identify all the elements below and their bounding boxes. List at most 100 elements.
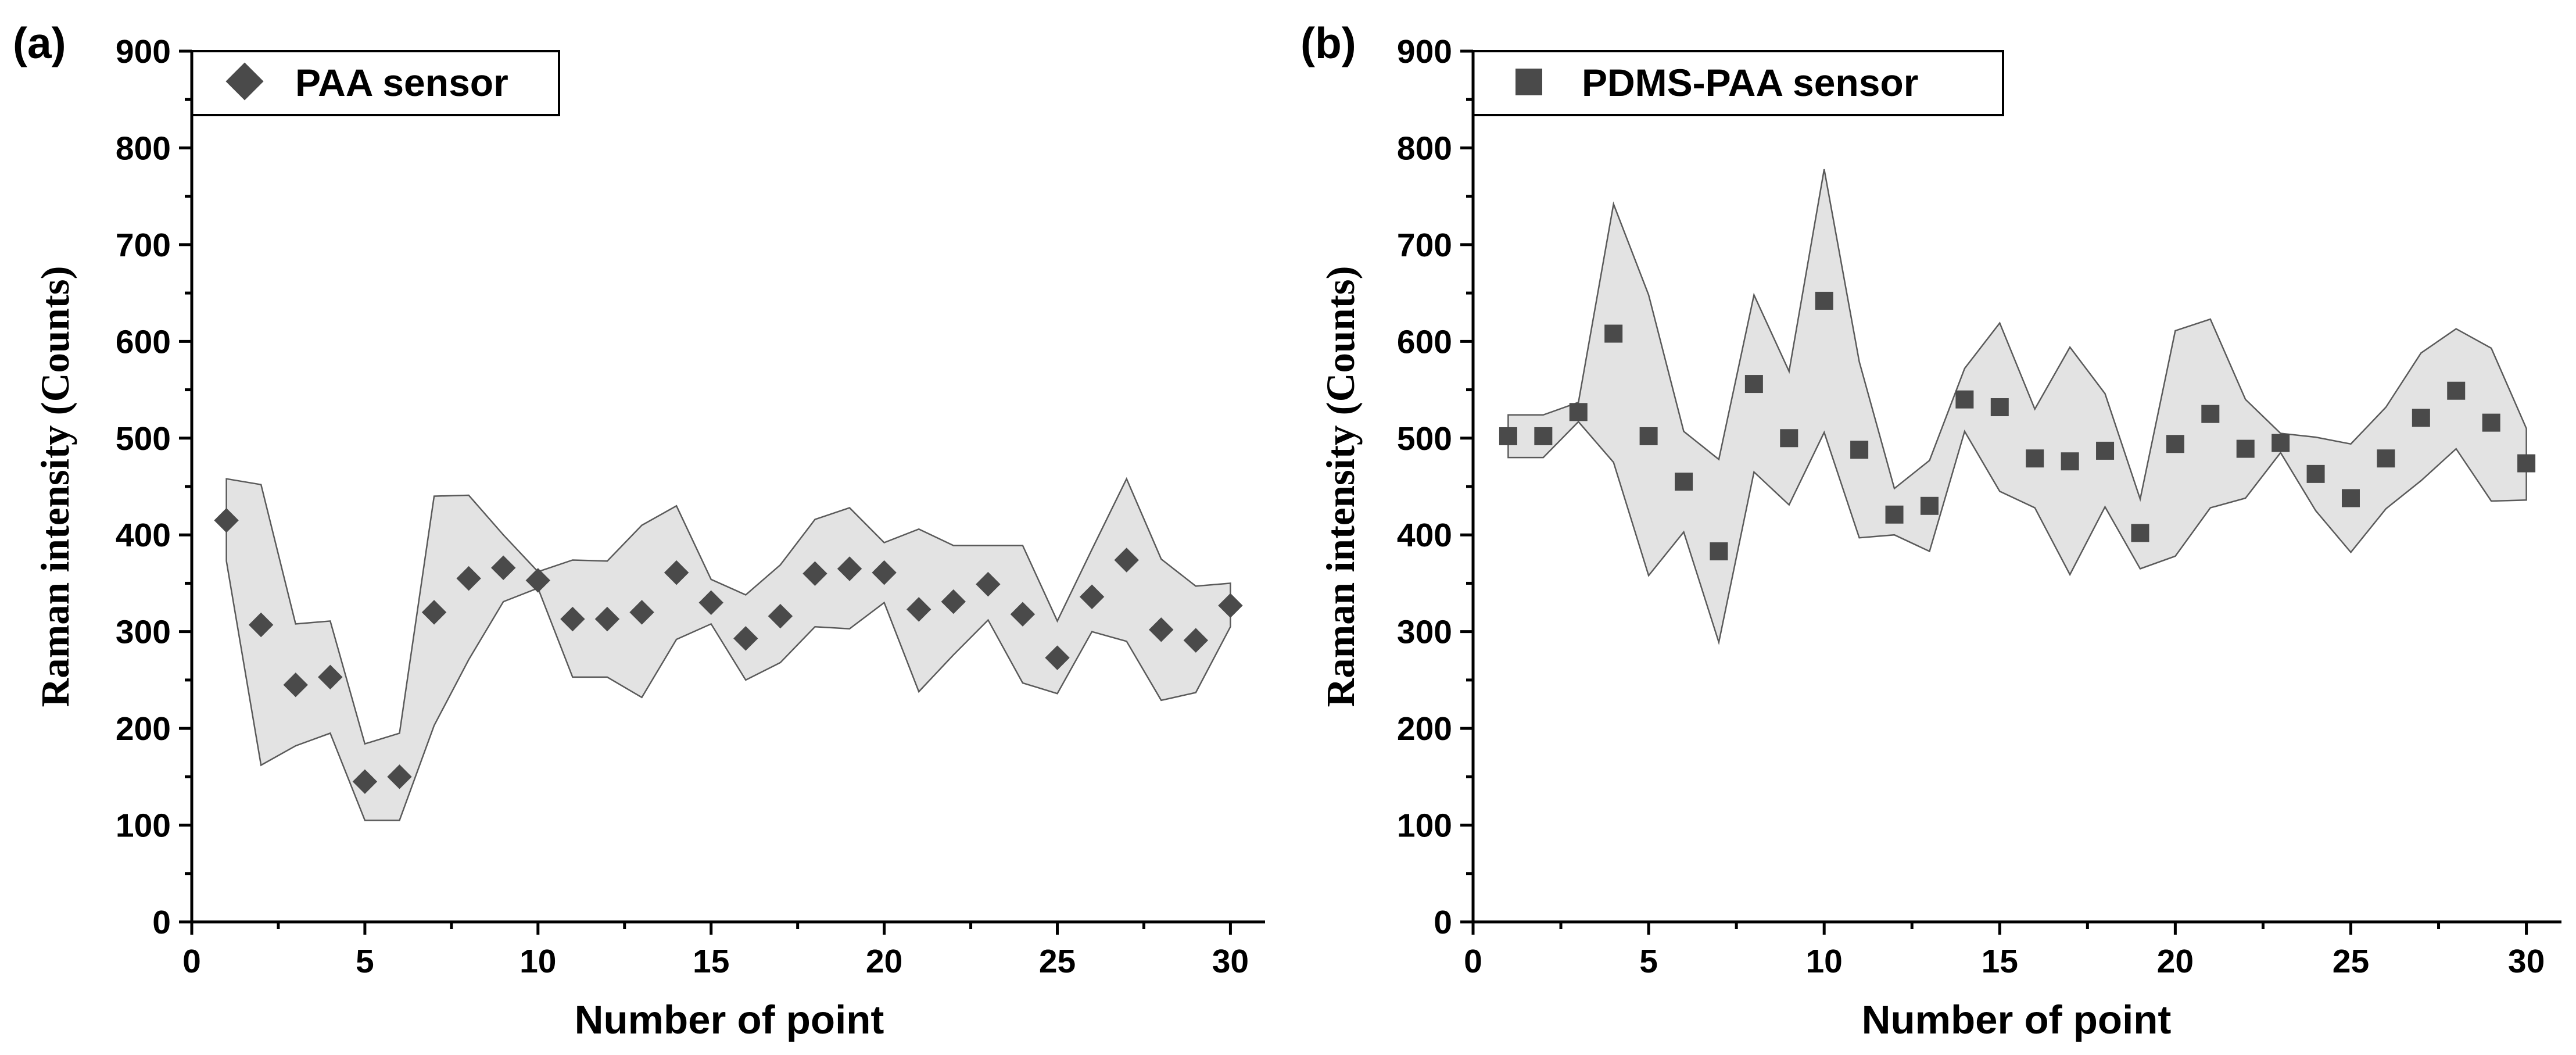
panel-b-data-point xyxy=(2131,524,2149,542)
panel-b-y-tick-label: 900 xyxy=(1397,33,1452,70)
panel-a-data-point xyxy=(872,560,897,585)
panel-b-y-tick-label: 100 xyxy=(1397,807,1452,845)
panel-a-data-point xyxy=(664,560,689,585)
panel-a: PAA sensor 0100200300400500600700800900 … xyxy=(13,19,1265,1042)
panel-a-error-band xyxy=(225,477,1231,821)
panel-b-x-tick-label: 0 xyxy=(1464,943,1482,980)
panel-a-data-point xyxy=(802,561,827,586)
panel-a-y-tick-label: 500 xyxy=(116,420,171,457)
panel-b-x-tick-label: 20 xyxy=(2157,943,2194,980)
panel-a-data-point xyxy=(560,606,585,632)
panel-b-data-point xyxy=(2061,452,2079,471)
panel-b-data-point xyxy=(2412,409,2430,427)
panel-a-x-tick-label: 20 xyxy=(866,943,902,980)
panel-a-data-point xyxy=(1010,602,1036,627)
panel-b-x-ticks: 0 5 10 15 20 25 30 xyxy=(1464,922,2545,980)
panel-a-x-tick-label: 0 xyxy=(182,943,201,980)
panel-b-y-tick-label: 400 xyxy=(1397,517,1452,554)
panel-a-label: (a) xyxy=(13,19,66,67)
panel-a-x-tick-label: 5 xyxy=(356,943,374,980)
panel-a-data-point xyxy=(318,664,343,690)
panel-a-data-point xyxy=(387,764,412,789)
panel-b-x-tick-label: 30 xyxy=(2508,943,2545,980)
panel-b-y-axis-title: Raman intensity (Counts) xyxy=(1319,266,1363,707)
panel-b-data-point xyxy=(1815,291,1833,310)
panel-b-y-tick-label: 600 xyxy=(1397,323,1452,360)
panel-b-x-tick-label: 10 xyxy=(1805,943,1842,980)
panel-b-data-point xyxy=(1569,403,1588,421)
panel-a-legend-diamond-icon xyxy=(225,62,264,101)
panel-b-legend-box xyxy=(1472,50,2004,116)
panel-b-x-tick-label: 25 xyxy=(2333,943,2369,980)
panel-b: PDMS-PAA sensor 010020030040050060070080… xyxy=(1300,19,2561,1042)
panel-b-data-point xyxy=(2026,449,2044,468)
panel-b-data-point xyxy=(1675,473,1693,491)
panel-b-data-point xyxy=(2482,413,2500,432)
panel-a-x-tick-label: 30 xyxy=(1212,943,1249,980)
panel-a-data-point xyxy=(629,600,654,625)
panel-a-data-point xyxy=(1045,645,1070,670)
panel-b-data-point xyxy=(1604,324,1623,343)
panel-b-data-point xyxy=(1850,441,1869,459)
panel-b-data-point xyxy=(1780,429,1798,448)
panel-b-data-point xyxy=(2236,439,2255,458)
panel-b-data-point xyxy=(2517,454,2536,473)
panel-a-data-point xyxy=(768,603,793,629)
panel-b-y-tick-label: 300 xyxy=(1397,614,1452,651)
panel-a-y-tick-label: 400 xyxy=(116,517,171,554)
panel-a-x-tick-label: 25 xyxy=(1039,943,1076,980)
panel-b-data-point xyxy=(2201,405,2220,423)
panel-b-data-point xyxy=(2166,435,2184,453)
panel-b-x-tick-label: 5 xyxy=(1639,943,1658,980)
panel-a-y-tick-label: 300 xyxy=(116,614,171,651)
panel-a-y-tick-label: 900 xyxy=(116,33,171,70)
panel-b-data-point xyxy=(2377,449,2395,468)
panel-a-data-point xyxy=(1218,593,1243,618)
panel-b-data-point xyxy=(1534,427,1553,445)
panel-b-markers xyxy=(1499,291,2536,561)
panel-a-data-point xyxy=(248,612,274,638)
panel-a-data-point xyxy=(906,597,931,622)
panel-b-data-point xyxy=(2341,489,2360,507)
panel-b-x-axis-title: Number of point xyxy=(1862,997,2172,1042)
panel-a-legend: PAA sensor xyxy=(191,50,560,116)
panel-a-y-axis-title: Raman intensity (Counts) xyxy=(33,266,77,707)
panel-b-label: (b) xyxy=(1300,19,1356,67)
panel-a-data-point xyxy=(837,556,862,581)
panel-a-y-tick-label: 200 xyxy=(116,710,171,748)
panel-a-x-ticks: 0 5 10 15 20 25 30 xyxy=(182,922,1249,980)
panel-b-data-point xyxy=(2447,381,2466,400)
panel-a-data-point xyxy=(733,626,758,651)
panel-a-data-point xyxy=(976,571,1001,597)
panel-a-data-point xyxy=(1114,548,1139,573)
panel-b-data-point xyxy=(1885,505,1904,524)
panel-b-data-point xyxy=(1920,496,1939,515)
panel-a-y-tick-label: 800 xyxy=(116,130,171,167)
panel-a-x-tick-label: 10 xyxy=(520,943,556,980)
panel-b-y-tick-label: 200 xyxy=(1397,710,1452,748)
panel-a-legend-label: PAA sensor xyxy=(295,61,508,104)
panel-b-data-point xyxy=(1710,542,1728,561)
panel-b-data-point xyxy=(1955,390,1974,409)
panel-a-x-axis-title: Number of point xyxy=(575,997,884,1042)
panel-a-x-tick-label: 15 xyxy=(693,943,729,980)
panel-a-data-point xyxy=(421,600,447,625)
panel-b-y-tick-label: 700 xyxy=(1397,227,1452,264)
panel-a-y-tick-label: 100 xyxy=(116,807,171,845)
panel-b-data-point xyxy=(1499,427,1517,445)
panel-b-legend-label: PDMS-PAA sensor xyxy=(1582,61,1918,104)
panel-b-y-ticks: 0 100 200 300 400 500 600 700 800 900 xyxy=(1397,33,1473,941)
panel-a-y-ticks: 0 100 200 300 400 500 600 700 800 900 xyxy=(116,33,192,941)
panel-b-error-band xyxy=(1507,169,2527,645)
panel-a-data-point xyxy=(1149,617,1174,642)
panel-b-data-point xyxy=(2306,464,2325,483)
panel-b-data-point xyxy=(2272,434,2290,452)
panel-a-data-point xyxy=(594,606,620,632)
panel-b-y-tick-label: 800 xyxy=(1397,130,1452,167)
panel-b-x-tick-label: 15 xyxy=(1982,943,2018,980)
panel-a-y-tick-label: 700 xyxy=(116,227,171,264)
panel-b-data-point xyxy=(1744,375,1763,394)
panel-b-data-point xyxy=(1639,427,1658,445)
panel-b-legend: PDMS-PAA sensor xyxy=(1472,50,2004,116)
